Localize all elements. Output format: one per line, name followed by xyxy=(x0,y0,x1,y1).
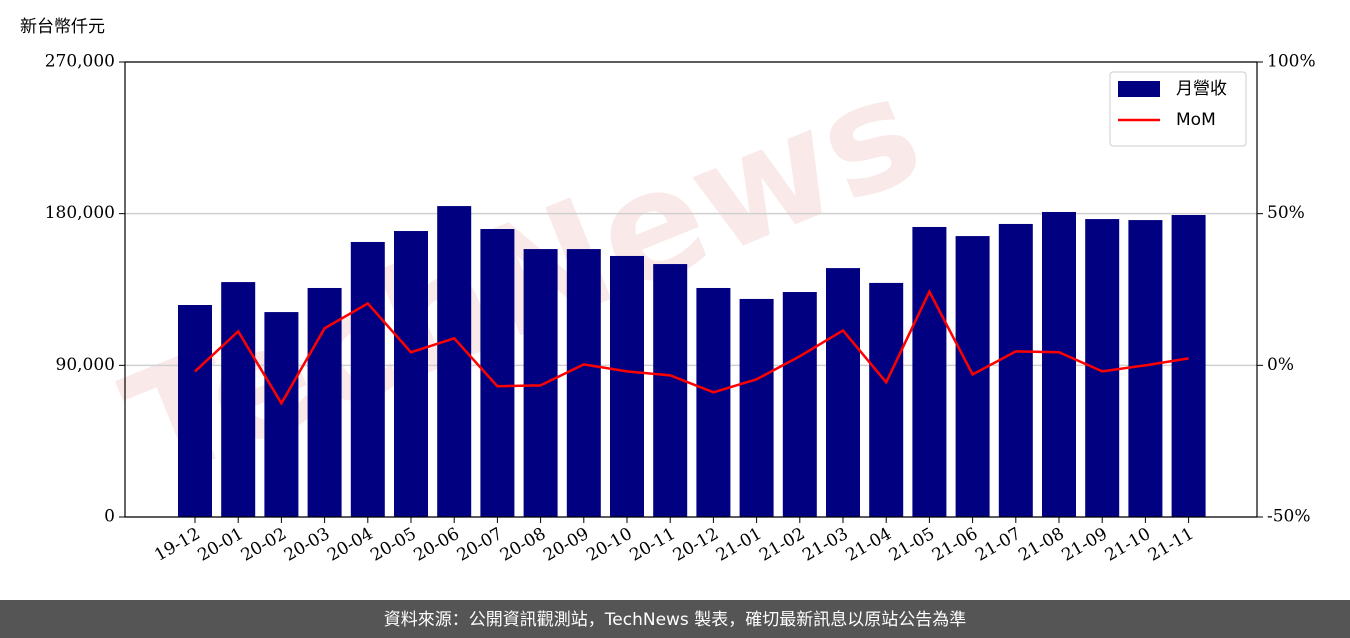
y-tick-label: 270,000 xyxy=(45,52,115,72)
x-tick-label: 20-12 xyxy=(670,524,722,566)
bar xyxy=(1085,219,1120,517)
x-tick-label: 21-07 xyxy=(972,524,1024,566)
x-tick-label: 21-11 xyxy=(1145,524,1197,566)
x-tick-label: 20-08 xyxy=(497,524,549,566)
y2-tick-label: 100% xyxy=(1267,52,1316,72)
bar xyxy=(523,249,558,518)
x-tick-label: 21-05 xyxy=(886,524,938,566)
y2-tick-label: -50% xyxy=(1267,507,1311,527)
x-tick-label: 19-12 xyxy=(151,524,203,566)
bar xyxy=(350,241,385,517)
x-tick-label: 20-05 xyxy=(367,524,419,566)
bar xyxy=(739,298,774,517)
bar xyxy=(1128,220,1163,517)
x-tick-label: 20-09 xyxy=(540,524,592,566)
footer: 資料來源：公開資訊觀測站，TechNews 製表，確切最新訊息以原站公告為準 xyxy=(384,610,966,630)
y-tick-label: 0 xyxy=(104,507,115,527)
bar xyxy=(869,282,904,517)
footer-band xyxy=(0,600,1350,638)
plot-frame xyxy=(124,61,1258,518)
x-tick-label: 20-03 xyxy=(281,524,333,566)
y2-tick-label: 0% xyxy=(1267,355,1294,375)
x-tick-label: 20-07 xyxy=(454,524,506,566)
x-tick-label: 21-10 xyxy=(1102,524,1154,566)
x-tick-label: 20-01 xyxy=(195,524,247,566)
line xyxy=(194,288,1189,406)
bar xyxy=(1042,211,1076,517)
y-tick-label: 90,000 xyxy=(56,355,115,375)
y-axis-label: 新台幣仟元 xyxy=(20,17,105,37)
bar xyxy=(696,287,731,517)
y-tick-label: 180,000 xyxy=(45,203,115,223)
bar xyxy=(307,287,342,517)
x-tick-label: 21-09 xyxy=(1059,524,1111,566)
legend-label: 月營收 xyxy=(1176,79,1227,99)
bar xyxy=(955,236,990,517)
bar xyxy=(221,282,256,517)
x-tick-label: 20-06 xyxy=(411,524,463,566)
x-tick-label: 20-04 xyxy=(324,524,376,566)
x-tick-label: 21-04 xyxy=(843,524,895,566)
bar xyxy=(610,255,644,517)
bar xyxy=(782,292,817,517)
bar xyxy=(264,312,299,517)
legend-label: MoM xyxy=(1176,110,1216,130)
bar xyxy=(437,206,472,518)
bar xyxy=(998,223,1033,517)
x-tick-label: 20-02 xyxy=(238,524,290,566)
bar xyxy=(653,264,688,517)
x-tick-label: 21-06 xyxy=(929,524,981,566)
bar xyxy=(394,231,428,517)
legend-swatch xyxy=(1118,81,1160,97)
y2-tick-label: 50% xyxy=(1267,203,1305,223)
x-tick-label: 21-02 xyxy=(756,524,808,566)
bar xyxy=(912,226,947,518)
x-tick-label: 21-01 xyxy=(713,524,765,566)
x-tick-label: 21-03 xyxy=(799,524,851,566)
bar xyxy=(826,268,860,517)
bar xyxy=(566,249,601,518)
x-tick-label: 20-10 xyxy=(583,524,635,566)
bar xyxy=(1171,215,1206,517)
x-tick-label: 20-11 xyxy=(627,524,679,566)
bar xyxy=(178,305,212,517)
x-tick-label: 21-08 xyxy=(1015,524,1067,566)
